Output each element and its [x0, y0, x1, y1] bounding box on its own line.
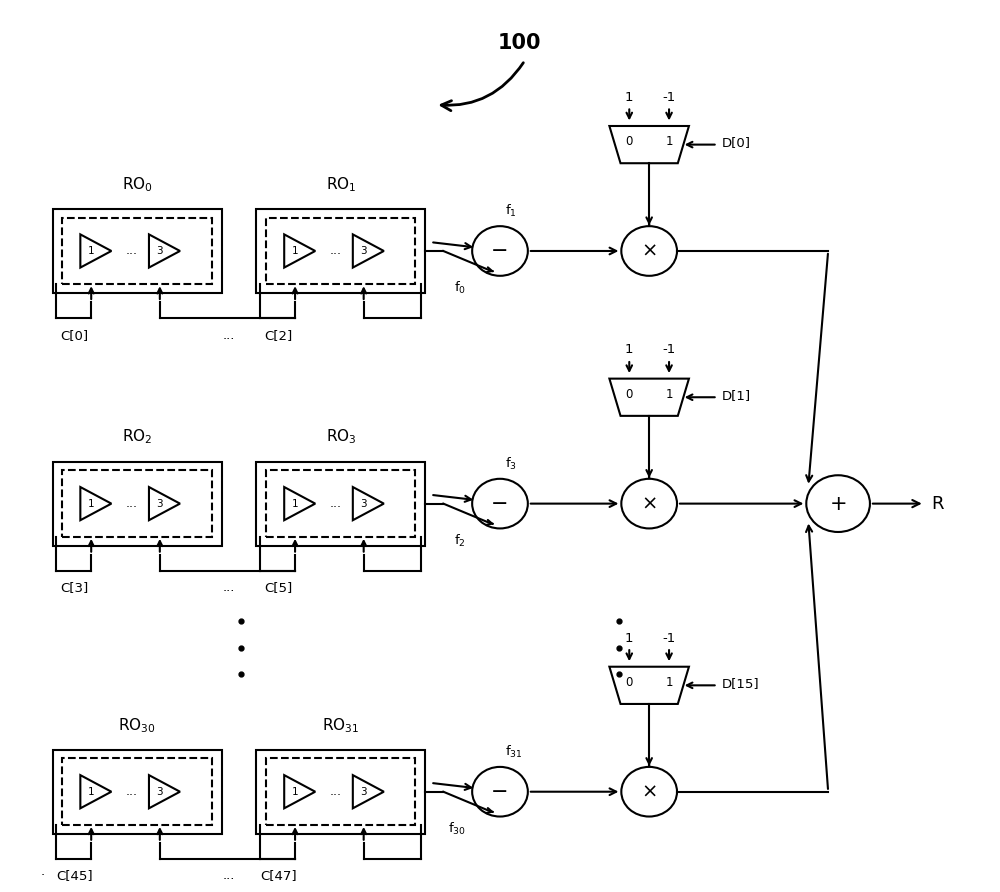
FancyArrowPatch shape — [441, 62, 523, 111]
Polygon shape — [353, 235, 384, 268]
Text: −: − — [491, 241, 509, 261]
Text: 1: 1 — [625, 343, 634, 357]
Polygon shape — [149, 235, 180, 268]
Polygon shape — [353, 487, 384, 520]
Text: RO$_2$: RO$_2$ — [122, 428, 152, 446]
Text: ×: × — [641, 494, 657, 513]
Text: C[0]: C[0] — [60, 328, 88, 342]
Bar — [62, 470, 212, 537]
Text: 1: 1 — [665, 676, 673, 690]
Bar — [266, 470, 415, 537]
Bar — [53, 749, 222, 834]
Bar — [256, 749, 425, 834]
Text: D[1]: D[1] — [722, 389, 751, 402]
Text: ...: ... — [223, 870, 235, 882]
Text: R: R — [932, 495, 944, 513]
Text: 3: 3 — [157, 787, 163, 797]
Polygon shape — [149, 487, 180, 520]
Text: D[0]: D[0] — [722, 136, 751, 149]
Bar — [256, 209, 425, 293]
Text: ...: ... — [223, 582, 235, 594]
Text: 1: 1 — [292, 787, 298, 797]
Text: ...: ... — [126, 785, 138, 798]
Text: 3: 3 — [157, 246, 163, 256]
Polygon shape — [80, 775, 111, 808]
Text: ×: × — [641, 782, 657, 801]
Text: -1: -1 — [662, 343, 676, 357]
Text: 3: 3 — [360, 246, 367, 256]
Text: 1: 1 — [292, 246, 298, 256]
Text: C[47]: C[47] — [260, 870, 297, 882]
Text: ...: ... — [330, 785, 342, 798]
Text: 1: 1 — [88, 787, 95, 797]
Polygon shape — [609, 666, 689, 704]
Text: −: − — [491, 781, 509, 802]
Polygon shape — [284, 487, 315, 520]
Text: 1: 1 — [665, 136, 673, 148]
Polygon shape — [353, 775, 384, 808]
Text: RO$_3$: RO$_3$ — [326, 428, 356, 446]
Polygon shape — [609, 126, 689, 163]
Text: RO$_0$: RO$_0$ — [122, 175, 152, 194]
Polygon shape — [609, 378, 689, 416]
Text: −: − — [491, 493, 509, 514]
Text: 1: 1 — [665, 388, 673, 401]
Text: ...: ... — [126, 244, 138, 258]
Text: ·: · — [40, 870, 45, 882]
Text: RO$_{30}$: RO$_{30}$ — [118, 716, 156, 734]
Text: f$_2$: f$_2$ — [454, 533, 466, 549]
Text: 100: 100 — [498, 33, 542, 53]
Polygon shape — [284, 775, 315, 808]
Text: ...: ... — [330, 244, 342, 258]
Text: RO$_{31}$: RO$_{31}$ — [322, 716, 360, 734]
Polygon shape — [80, 487, 111, 520]
Text: 3: 3 — [360, 787, 367, 797]
Polygon shape — [149, 775, 180, 808]
Text: 0: 0 — [626, 676, 633, 690]
Text: 1: 1 — [292, 499, 298, 508]
Text: f$_3$: f$_3$ — [505, 456, 517, 472]
Text: f$_0$: f$_0$ — [454, 280, 466, 296]
Text: D[15]: D[15] — [722, 677, 759, 690]
Text: 3: 3 — [157, 499, 163, 508]
Text: -1: -1 — [662, 91, 676, 103]
Text: f$_1$: f$_1$ — [505, 203, 517, 219]
Text: f$_{31}$: f$_{31}$ — [505, 744, 523, 760]
Text: C[2]: C[2] — [264, 328, 292, 342]
Bar — [62, 758, 212, 825]
Polygon shape — [80, 235, 111, 268]
Text: ...: ... — [330, 497, 342, 510]
Bar — [53, 209, 222, 293]
Text: 1: 1 — [625, 91, 634, 103]
Text: ...: ... — [126, 497, 138, 510]
Text: 0: 0 — [626, 136, 633, 148]
Bar — [53, 461, 222, 546]
Text: C[45]: C[45] — [56, 870, 93, 882]
Text: ...: ... — [223, 328, 235, 342]
Text: 1: 1 — [88, 499, 95, 508]
Bar — [256, 461, 425, 546]
Text: 0: 0 — [626, 388, 633, 401]
Text: C[5]: C[5] — [264, 582, 292, 594]
Text: 3: 3 — [360, 499, 367, 508]
Bar — [62, 218, 212, 285]
Text: -1: -1 — [662, 632, 676, 645]
Text: ×: × — [641, 242, 657, 260]
Bar — [266, 758, 415, 825]
Text: 1: 1 — [88, 246, 95, 256]
Text: C[3]: C[3] — [60, 582, 89, 594]
Text: RO$_1$: RO$_1$ — [326, 175, 356, 194]
Polygon shape — [284, 235, 315, 268]
Text: +: + — [829, 493, 847, 514]
Text: f$_{30}$: f$_{30}$ — [448, 821, 466, 837]
Bar — [266, 218, 415, 285]
Text: 1: 1 — [625, 632, 634, 645]
